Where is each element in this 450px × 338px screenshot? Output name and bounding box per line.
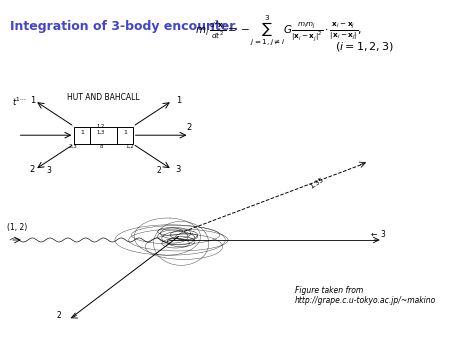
Text: 3: 3	[176, 165, 181, 174]
Text: $t^{1\cdots}$: $t^{1\cdots}$	[13, 96, 27, 108]
Text: 1.35: 1.35	[308, 177, 324, 190]
Text: $m_i\,\frac{d^2\mathbf{x}_i}{dt^2} = -\sum_{j=1,j\neq i}^{3} G\frac{m_i m_j}{|\m: $m_i\,\frac{d^2\mathbf{x}_i}{dt^2} = -\s…	[195, 13, 362, 47]
Bar	[74, 126, 90, 144]
Text: 1: 1	[80, 130, 84, 135]
Text: (1, 2): (1, 2)	[7, 223, 27, 233]
Text: 8: 8	[100, 144, 104, 149]
Text: 1,2: 1,2	[125, 144, 134, 149]
Text: 2: 2	[186, 123, 191, 132]
Text: Integration of 3-body encounter.: Integration of 3-body encounter.	[10, 20, 238, 33]
Text: 2,3: 2,3	[68, 144, 77, 149]
Text: 3: 3	[46, 166, 51, 175]
Text: 2: 2	[30, 165, 35, 174]
Text: 2: 2	[57, 311, 62, 320]
Text: 1: 1	[176, 96, 181, 105]
Text: 2: 2	[156, 166, 161, 175]
Text: 1,2
1,3: 1,2 1,3	[97, 124, 105, 135]
Bar	[117, 126, 133, 144]
Text: $\leftarrow$ 3: $\leftarrow$ 3	[369, 227, 387, 239]
Text: HUT AND BAHCALL: HUT AND BAHCALL	[67, 93, 140, 102]
Text: 1: 1	[123, 130, 127, 135]
Text: 1: 1	[30, 96, 35, 105]
Text: $(i = 1, 2, 3)$: $(i = 1, 2, 3)$	[335, 40, 394, 53]
Text: http://grape.c.u-tokyo.ac.jp/~makino: http://grape.c.u-tokyo.ac.jp/~makino	[295, 296, 436, 305]
Text: Figure taken from: Figure taken from	[295, 286, 363, 295]
